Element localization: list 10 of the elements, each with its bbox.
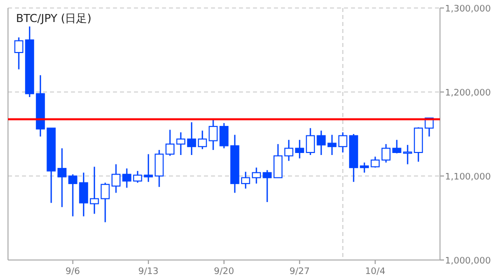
x-tick-label: 9/6 (66, 267, 80, 277)
x-tick-label: 10/4 (365, 267, 386, 277)
y-tick-label: 1,300,000 (445, 4, 492, 14)
x-tick-label: 9/27 (289, 267, 310, 277)
y-tick-label: 1,000,000 (445, 256, 492, 266)
x-tick-label: 9/20 (214, 267, 234, 277)
y-tick-label: 1,200,000 (445, 88, 492, 98)
x-tick-label: 9/13 (138, 267, 159, 277)
chart-title: BTC/JPY (日足) (16, 12, 92, 25)
y-tick-label: 1,100,000 (445, 172, 492, 182)
